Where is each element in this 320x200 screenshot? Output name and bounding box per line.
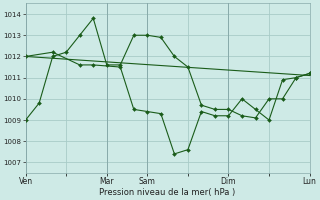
X-axis label: Pression niveau de la mer( hPa ): Pression niveau de la mer( hPa ) xyxy=(100,188,236,197)
